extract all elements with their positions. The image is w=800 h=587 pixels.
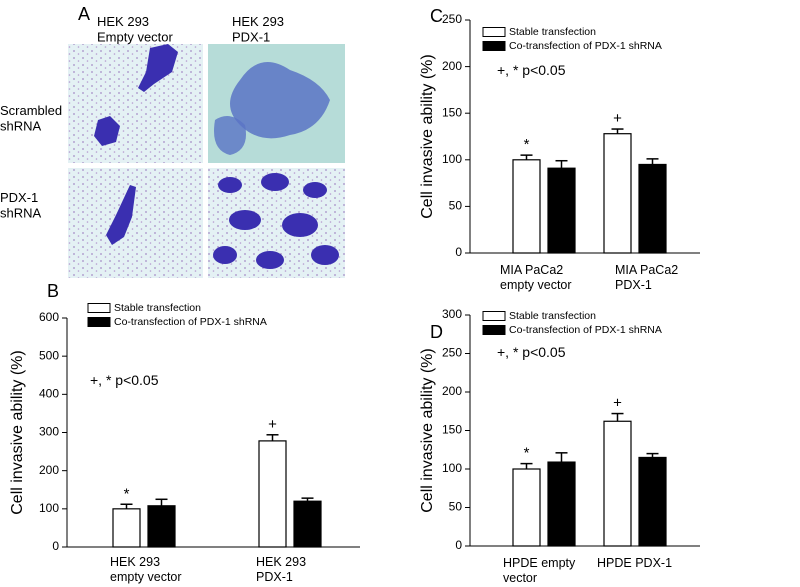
significance-marker: +: [613, 110, 622, 127]
y-tick-label: 500: [39, 348, 59, 362]
y-tick-label: 100: [442, 152, 462, 166]
cell-cluster: [214, 116, 246, 155]
y-tick-label: 250: [442, 12, 462, 26]
y-tick-label: 150: [442, 423, 462, 437]
y-tick-label: 150: [442, 105, 462, 119]
legend-label: Stable transfection: [114, 302, 201, 314]
x-tick-label: HEK 293 empty vector: [110, 555, 182, 584]
y-axis-label: Cell invasive ability (%): [419, 54, 436, 219]
note: +, * p<0.05: [497, 62, 566, 78]
cell-cluster: [106, 185, 136, 245]
bar: [638, 163, 667, 254]
y-tick-label: 0: [52, 539, 59, 553]
y-tick-label: 300: [442, 307, 462, 321]
legend-swatch: [87, 317, 111, 327]
legend-swatch: [87, 303, 111, 313]
cell-clusters: [213, 173, 339, 269]
column-header: HEK 293 Empty vector: [97, 14, 174, 45]
bar: [258, 440, 287, 548]
micrograph: [68, 44, 203, 163]
bar: [638, 456, 667, 547]
y-tick-label: 400: [39, 387, 59, 401]
x-tick-label: MIA PaCa2 empty vector: [500, 263, 572, 292]
panel-label: C: [430, 6, 443, 26]
y-tick-label: 300: [39, 425, 59, 439]
y-tick-label: 50: [449, 500, 463, 514]
y-tick-label: 0: [455, 245, 462, 259]
y-tick-label: 200: [442, 384, 462, 398]
y-axis-label: Cell invasive ability (%): [9, 350, 26, 515]
y-axis-label: Cell invasive ability (%): [419, 348, 436, 513]
cell-cluster: [94, 116, 120, 146]
bar: [547, 461, 576, 547]
x-tick-label: HEK 293 PDX-1: [256, 555, 306, 584]
significance-marker: *: [524, 136, 530, 153]
note: +, * p<0.05: [90, 372, 159, 388]
y-tick-label: 100: [442, 461, 462, 475]
bar: [512, 468, 541, 547]
panel-label: A: [78, 4, 90, 24]
row-header: PDX-1 shRNA: [0, 190, 42, 221]
note: +, * p<0.05: [497, 344, 566, 360]
bar: [112, 508, 141, 548]
legend-label: Stable transfection: [509, 26, 596, 38]
x-tick-label: HPDE empty vector: [503, 556, 576, 585]
y-tick-label: 200: [39, 463, 59, 477]
panel-a-images: [68, 44, 345, 278]
x-tick-label: MIA PaCa2 PDX-1: [615, 263, 678, 292]
significance-marker: *: [524, 445, 530, 462]
y-tick-label: 600: [39, 310, 59, 324]
legend-label: Co-transfection of PDX-1 shRNA: [509, 40, 662, 52]
legend-swatch: [482, 27, 506, 37]
bar: [603, 420, 632, 547]
legend-swatch: [482, 311, 506, 321]
legend-swatch: [482, 41, 506, 51]
y-tick-label: 250: [442, 346, 462, 360]
y-tick-label: 200: [442, 59, 462, 73]
panel-label: B: [47, 281, 59, 301]
cell-cluster: [138, 44, 178, 92]
legend-swatch: [482, 325, 506, 335]
bar: [603, 133, 632, 254]
column-header: HEK 293 PDX-1: [232, 14, 284, 45]
bar: [547, 167, 576, 254]
bar: [293, 500, 322, 548]
row-header: Scrambled shRNA: [0, 103, 62, 134]
legend-label: Co-transfection of PDX-1 shRNA: [114, 316, 267, 328]
bar: [512, 159, 541, 254]
significance-marker: +: [613, 395, 622, 412]
y-tick-label: 100: [39, 501, 59, 515]
bar: [147, 505, 176, 548]
legend-label: Co-transfection of PDX-1 shRNA: [509, 324, 662, 336]
x-tick-label: HPDE PDX-1: [597, 556, 672, 570]
y-tick-label: 50: [449, 199, 463, 213]
cell-cluster: [230, 62, 330, 139]
y-tick-label: 0: [455, 538, 462, 552]
significance-marker: *: [124, 485, 130, 502]
panel-label: D: [430, 322, 443, 342]
significance-marker: +: [268, 416, 277, 433]
micrograph: [68, 168, 203, 278]
legend-label: Stable transfection: [509, 310, 596, 322]
